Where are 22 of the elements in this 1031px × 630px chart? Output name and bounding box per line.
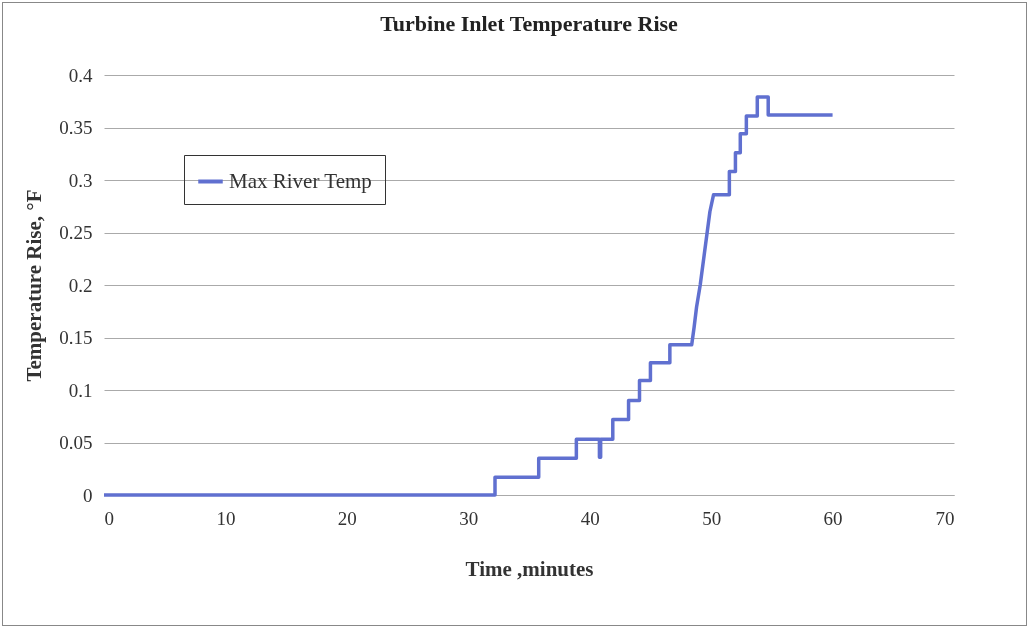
x-tick-label: 10	[216, 507, 236, 529]
x-tick-label: 60	[823, 507, 843, 529]
y-tick-label: 0.25	[59, 222, 93, 243]
x-tick-label: 0	[104, 507, 114, 529]
x-tick-label: 70	[935, 507, 955, 529]
x-tick-label: 40	[580, 507, 600, 529]
y-tick-label: 0.1	[68, 379, 93, 401]
y-tick-label: 0.4	[68, 64, 93, 86]
y-axis-title: Temperature Rise, °F	[22, 189, 47, 382]
y-tick-label: 0	[83, 484, 93, 506]
legend-label: Max River Temp	[229, 168, 372, 193]
y-tick-label: 0.05	[59, 432, 93, 453]
x-tick-label: 30	[459, 507, 479, 529]
x-tick-label: 50	[702, 507, 722, 529]
y-tick-label: 0.3	[68, 169, 93, 191]
x-tick-label: 20	[337, 507, 357, 529]
y-tick-label: 0.15	[59, 327, 93, 348]
y-tick-label: 0.2	[68, 274, 93, 296]
chart-title: Turbine Inlet Temperature Rise	[380, 11, 679, 36]
x-axis-title: Time ,minutes	[465, 556, 594, 581]
line-series	[102, 95, 835, 497]
y-tick-label: 0.35	[59, 117, 93, 138]
